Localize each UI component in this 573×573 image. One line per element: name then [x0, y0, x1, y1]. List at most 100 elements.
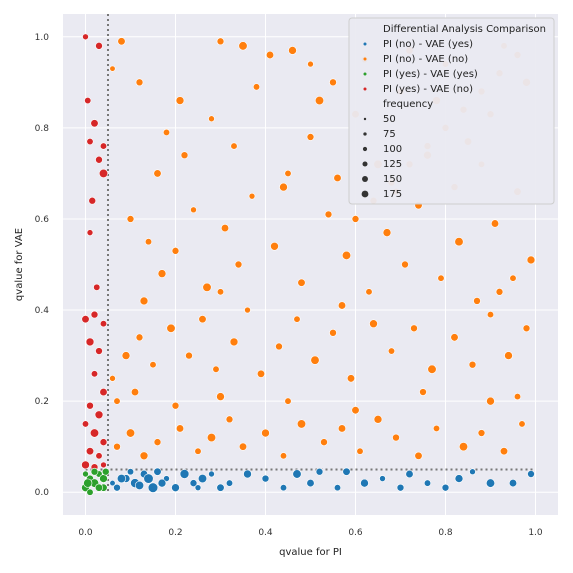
- data-point: [288, 46, 297, 55]
- data-point: [279, 182, 288, 192]
- data-point: [86, 229, 94, 236]
- data-point: [194, 447, 202, 455]
- data-points: [81, 33, 536, 496]
- data-point: [360, 478, 369, 488]
- data-point: [356, 447, 364, 455]
- data-point: [171, 247, 180, 255]
- data-point: [306, 133, 315, 141]
- x-tick-label: 0.8: [438, 528, 453, 538]
- data-point: [522, 324, 531, 333]
- data-point: [410, 324, 418, 333]
- data-point: [310, 355, 320, 365]
- data-point: [284, 169, 292, 177]
- data-point: [238, 41, 248, 51]
- data-point: [95, 155, 103, 164]
- data-point: [130, 387, 140, 397]
- data-point: [244, 306, 251, 314]
- legend-series-label: PI (no) - VAE (no): [383, 54, 468, 65]
- x-tick-label: 0.2: [168, 528, 182, 538]
- data-point: [508, 479, 518, 488]
- y-tick-label: 0.6: [35, 215, 50, 225]
- data-point: [275, 342, 283, 351]
- data-point: [190, 206, 197, 214]
- data-point: [382, 228, 392, 237]
- x-tick-label: 0.0: [78, 528, 93, 538]
- data-point: [144, 238, 153, 246]
- data-point: [518, 420, 526, 428]
- legend-size-marker: [363, 117, 367, 121]
- data-point: [365, 288, 373, 296]
- data-point: [490, 219, 500, 228]
- legend-size-marker: [363, 132, 367, 136]
- data-point: [88, 196, 97, 205]
- legend-box: [348, 17, 555, 205]
- data-point: [90, 370, 99, 378]
- data-point: [90, 119, 99, 128]
- data-point: [252, 83, 261, 91]
- data-point: [513, 393, 522, 401]
- data-point: [116, 474, 127, 484]
- legend-title: Differential Analysis Comparison: [383, 24, 546, 35]
- data-point: [477, 429, 486, 437]
- y-tick-label: 1.0: [35, 33, 50, 43]
- data-point: [454, 237, 464, 247]
- data-point: [113, 397, 121, 405]
- data-point: [98, 168, 109, 178]
- legend-size-label: 100: [383, 144, 402, 155]
- data-point: [387, 347, 396, 355]
- data-point: [83, 478, 93, 488]
- data-point: [504, 351, 513, 360]
- legend-marker: [363, 42, 367, 46]
- data-point: [149, 361, 157, 369]
- data-point: [95, 452, 103, 460]
- data-point: [396, 483, 405, 492]
- data-point: [162, 128, 171, 136]
- y-axis-label: qvalue for VAE: [14, 228, 25, 301]
- data-point: [166, 323, 176, 333]
- data-point: [337, 301, 347, 310]
- data-point: [495, 288, 504, 296]
- legend-size-label: 125: [383, 159, 402, 170]
- data-point: [135, 333, 144, 342]
- data-point: [473, 297, 481, 305]
- data-point: [216, 483, 225, 492]
- data-point: [341, 250, 352, 260]
- data-point: [117, 37, 126, 46]
- data-point: [180, 151, 189, 159]
- data-point: [234, 260, 243, 269]
- data-point: [194, 484, 202, 491]
- data-point: [526, 255, 536, 265]
- data-point: [527, 470, 535, 478]
- legend-size-title: frequency: [383, 99, 433, 110]
- legend-marker: [363, 57, 367, 61]
- data-point: [225, 415, 234, 424]
- data-point: [307, 60, 314, 68]
- data-point: [229, 337, 239, 347]
- data-point: [90, 467, 99, 476]
- data-point: [99, 142, 108, 150]
- data-point: [509, 274, 517, 282]
- data-point: [171, 483, 180, 492]
- data-point: [238, 442, 248, 451]
- data-point: [454, 474, 464, 483]
- data-point: [306, 479, 315, 488]
- data-point: [93, 283, 101, 291]
- data-point: [314, 95, 325, 106]
- data-point: [256, 369, 266, 378]
- data-point: [153, 438, 162, 446]
- data-point: [99, 320, 108, 328]
- data-point: [261, 474, 270, 483]
- data-point: [225, 479, 234, 487]
- data-point: [405, 469, 414, 479]
- legend-size-label: 75: [383, 129, 396, 140]
- data-point: [202, 282, 212, 292]
- data-point: [379, 475, 386, 482]
- data-point: [351, 215, 360, 223]
- data-point: [157, 269, 167, 278]
- x-tick-label: 1.0: [528, 528, 543, 538]
- legend-size-marker: [362, 146, 368, 152]
- data-point: [99, 474, 108, 483]
- data-point: [243, 469, 252, 479]
- data-point: [121, 351, 131, 360]
